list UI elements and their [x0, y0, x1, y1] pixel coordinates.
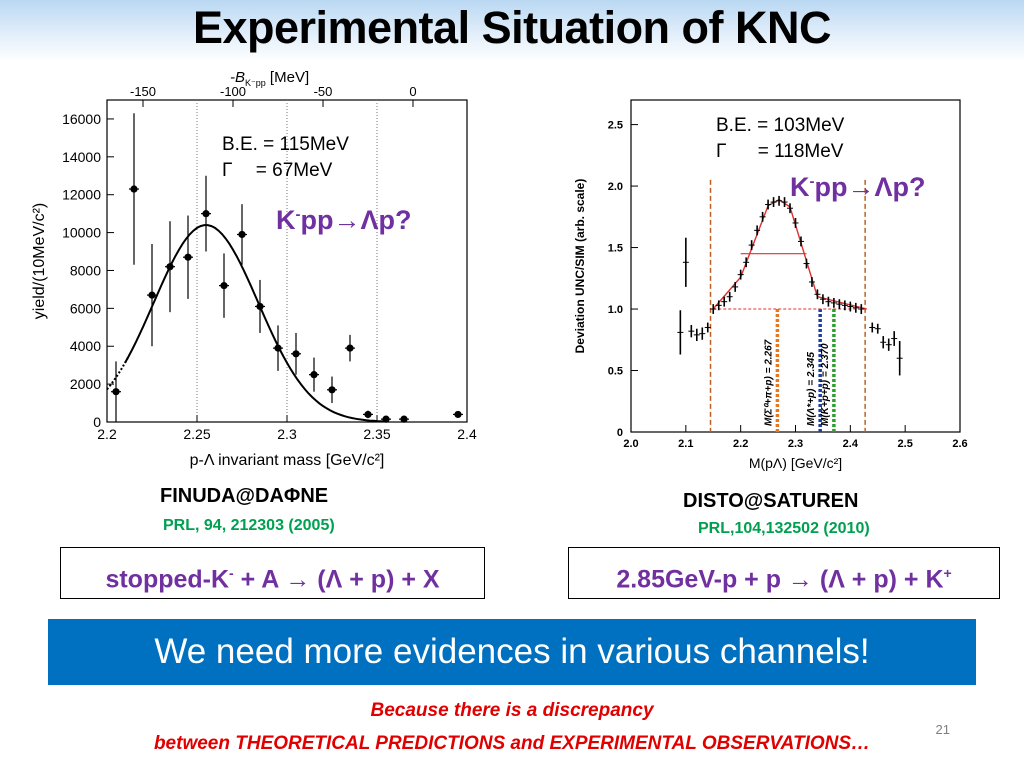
- data-point: [112, 388, 120, 396]
- finuda-plot: 2.2 2.25 2.3 2.35 2.4 0 2000 4000 6000 8000 10000 1…: [30, 66, 490, 474]
- finuda-chart: 2.2 2.25 2.3 2.35 2.4 0 2000 4000 6000 8000 10000 1…: [31, 69, 477, 469]
- threshold-label: M(K+p+p) = 2.370: [820, 343, 831, 426]
- slide-title: Experimental Situation of KNC: [192, 2, 832, 53]
- y-tick-label: 14000: [62, 149, 101, 165]
- reaction-k: K: [276, 205, 296, 235]
- process-sup: +: [943, 565, 952, 581]
- y-tick-label: 8000: [70, 262, 101, 278]
- footer-line-2: between THEORETICAL PREDICTIONS and EXPE…: [153, 733, 871, 754]
- y-tick-label: 4000: [70, 338, 101, 354]
- data-point: [130, 185, 138, 193]
- data-point: [346, 344, 354, 352]
- top-tick-label: -50: [314, 84, 333, 99]
- data-point: [400, 415, 408, 423]
- x-tick-label: 2.2: [733, 438, 748, 450]
- y-tick-label: 10000: [62, 225, 101, 241]
- top-tick-label: -150: [130, 84, 156, 99]
- finuda-annotations: B.E. = 115MeV Γ = 67MeV: [222, 132, 349, 184]
- y-tick-label: 2.5: [608, 120, 623, 132]
- data-point: [202, 210, 210, 218]
- finuda-gamma: Γ = 67MeV: [222, 158, 349, 184]
- x-tick-label: 2.35: [363, 426, 390, 442]
- data-point: [292, 350, 300, 358]
- top-tick-label: -100: [220, 84, 246, 99]
- gamma-symbol: Γ: [716, 141, 727, 162]
- disto-be: B.E. = 103MeV: [716, 115, 845, 136]
- x-tick-label: 2.3: [788, 438, 803, 450]
- x-tick-label: 2.0: [623, 438, 638, 450]
- x-tick-label: 2.5: [898, 438, 913, 450]
- x-axis-label: M(pΛ) [GeV/c²]: [749, 455, 842, 471]
- data-point: [454, 410, 462, 419]
- data-point: [148, 291, 156, 299]
- footer-line-1: Because there is a discrepancy: [370, 700, 654, 721]
- threshold-label: M(Λ*+p) = 2.345: [806, 352, 817, 426]
- x-tick-label: 2.6: [952, 438, 967, 450]
- x-tick-label: 2.4: [457, 426, 477, 442]
- y-tick-label: 6000: [70, 300, 101, 316]
- y-tick-label: 0.5: [608, 366, 623, 378]
- fit-curve: [124, 224, 385, 423]
- y-tick-label: 2000: [70, 376, 101, 392]
- disto-process-box: 2.85GeV-p + p → (Λ + p) + K+: [568, 547, 1000, 599]
- data-point: [382, 415, 390, 423]
- finuda-process-box: stopped-K- + A → (Λ + p) + X: [60, 547, 485, 599]
- data-point: [256, 302, 264, 311]
- process-a: 2.85GeV-p + p → (Λ + p) + K: [616, 565, 944, 594]
- y-tick-label: 2.0: [608, 181, 623, 193]
- y-tick-label: 1.0: [608, 304, 623, 316]
- data-point: [166, 263, 174, 271]
- disto-plot: 2.0 2.1 2.2 2.3 2.4 2.5 2.6 0 0.5 1.0 1.5 2.0 2.5 M(p…: [560, 96, 980, 480]
- process-a: stopped-K: [105, 565, 230, 594]
- disto-chart: 2.0 2.1 2.2 2.3 2.4 2.5 2.6 0 0.5 1.0 1.5 2.0 2.5 M(p…: [573, 99, 968, 471]
- x-tick-label: 2.1: [678, 438, 693, 450]
- reaction-rest: pp→Λp?: [814, 172, 926, 202]
- fit-curve-extrapolation: [106, 355, 130, 391]
- gamma-value: = 67MeV: [255, 160, 333, 181]
- gamma-symbol: Γ: [222, 160, 233, 181]
- finuda-be: B.E. = 115MeV: [222, 134, 349, 155]
- disto-gamma: Γ = 118MeV: [716, 139, 844, 165]
- disto-reaction: K-pp→Λp?: [790, 172, 925, 203]
- disto-source: DISTO@SATUREN: [683, 490, 859, 512]
- page-number: 21: [935, 722, 950, 737]
- reaction-k: K: [790, 172, 810, 202]
- x-tick-label: 2.3: [277, 426, 297, 442]
- threshold-label: M(Σ⁰+π+p) = 2.267: [763, 339, 774, 426]
- finuda-reference: PRL, 94, 212303 (2005): [163, 517, 335, 534]
- x-tick-label: 2.25: [183, 426, 210, 442]
- top-tick-label: 0: [409, 84, 416, 99]
- y-tick-label: 0: [93, 414, 101, 430]
- data-point: [328, 386, 336, 394]
- y-tick-label: 1.5: [608, 243, 623, 255]
- y-axis-label: Deviation UNC/SIM (arb. scale): [573, 179, 587, 354]
- data-point: [274, 344, 282, 352]
- title-bar: [0, 0, 1024, 62]
- gamma-value: = 118MeV: [757, 141, 844, 162]
- data-point: [364, 410, 372, 419]
- reaction-sup: -: [295, 206, 301, 223]
- x-axis-label: p-Λ invariant mass [GeV/c²]: [190, 452, 385, 469]
- disto-annotations: B.E. = 103MeV Γ = 118MeV: [716, 113, 844, 165]
- reaction-rest: pp→Λp?: [300, 205, 412, 235]
- y-tick-label: 16000: [62, 111, 101, 127]
- reaction-sup: -: [809, 173, 815, 190]
- x-tick-label: 2.2: [97, 426, 117, 442]
- disto-reference: PRL,104,132502 (2010): [698, 520, 870, 537]
- data-point: [238, 230, 246, 239]
- finuda-reaction: K-pp→Λp?: [276, 205, 411, 236]
- y-tick-label: 12000: [62, 187, 101, 203]
- process-b: + A → (Λ + p) + X: [233, 565, 440, 594]
- finuda-source: FINUDA@DAΦNE: [160, 485, 329, 507]
- process-sup: -: [229, 565, 234, 581]
- top-axis-label: -BK⁻pp [MeV]: [230, 69, 309, 88]
- data-point: [310, 371, 318, 379]
- y-axis-label: yield/(10MeV/c²): [31, 203, 48, 319]
- data-point: [220, 282, 228, 290]
- data-point: [184, 253, 192, 261]
- x-tick-label: 2.4: [843, 438, 859, 450]
- conclusion-banner: We need more evidences in various channe…: [48, 619, 976, 685]
- y-tick-label: 0: [617, 427, 623, 439]
